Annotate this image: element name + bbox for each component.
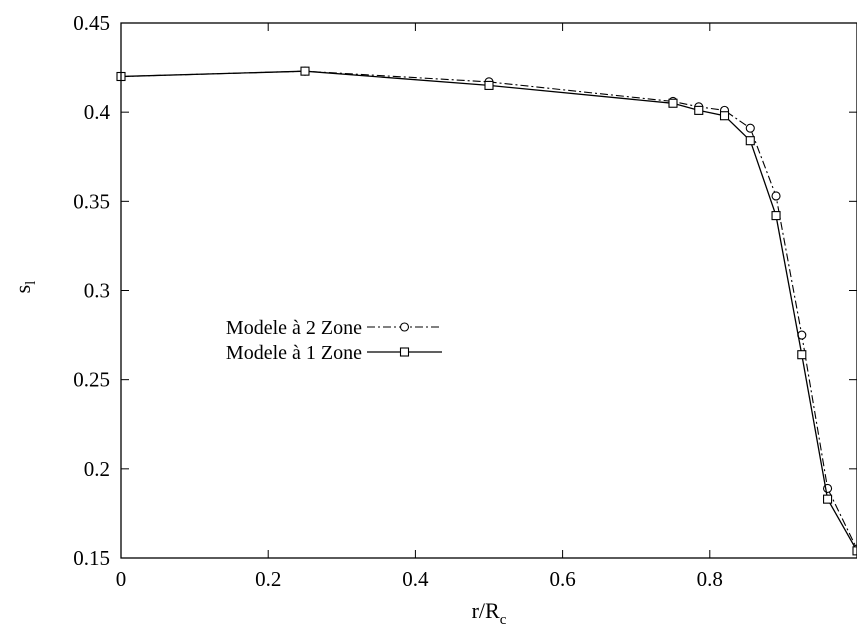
y-axis-title-sub: l [23, 281, 39, 285]
series-2-point [719, 111, 730, 121]
series-2-point [668, 98, 678, 108]
series-2-point [852, 546, 857, 556]
y-tick-label: 0.45 [73, 11, 110, 35]
series-2-point [694, 105, 704, 115]
x-axis-title-main: r/R [472, 598, 500, 623]
tick-labels: 0 0.2 0.4 0.6 0.8 0.15 0.2 0.25 0.3 0.35 0.4 0.45 [73, 11, 723, 591]
legend-marker-series-2 [399, 347, 410, 357]
series-2-point [484, 80, 494, 90]
legend-marker-series-1 [399, 322, 410, 332]
series-1-line [120, 70, 857, 550]
x-tick-label: 0.6 [549, 567, 575, 591]
y-tick-label: 0.3 [84, 279, 110, 303]
x-tick-label: 0.4 [402, 567, 429, 591]
series-layer [116, 66, 857, 556]
x-tick-label: 0.2 [255, 567, 281, 591]
y-tick-label: 0.35 [73, 189, 110, 213]
series-1-point [745, 123, 755, 133]
y-tick-label: 0.4 [84, 100, 111, 124]
series-2-point [771, 211, 781, 221]
series-2-point [797, 350, 807, 360]
series-2-point [745, 136, 755, 146]
series-2 [116, 66, 857, 556]
x-axis-title-sub: c [500, 612, 507, 628]
series-1-point [771, 191, 781, 201]
series-2-point [823, 494, 833, 504]
x-tick-label: 0 [116, 567, 127, 591]
y-tick-label: 0.2 [84, 457, 110, 481]
y-tick-label: 0.25 [73, 368, 110, 392]
x-tick-label: 0.8 [697, 567, 723, 591]
legend-label-series-1: Modele à 2 Zone [226, 317, 362, 339]
y-tick-label: 0.15 [73, 546, 110, 570]
y-axis-title-main: s [10, 285, 35, 294]
legend: Modele à 2 Zone Modele à 1 Zone [226, 317, 442, 364]
x-axis-title: r/Rc [472, 598, 507, 628]
plot-frame [120, 22, 857, 559]
legend-label-series-2: Modele à 1 Zone [226, 342, 362, 364]
y-axis-title: sl [10, 281, 39, 294]
series-2-point [300, 66, 310, 76]
